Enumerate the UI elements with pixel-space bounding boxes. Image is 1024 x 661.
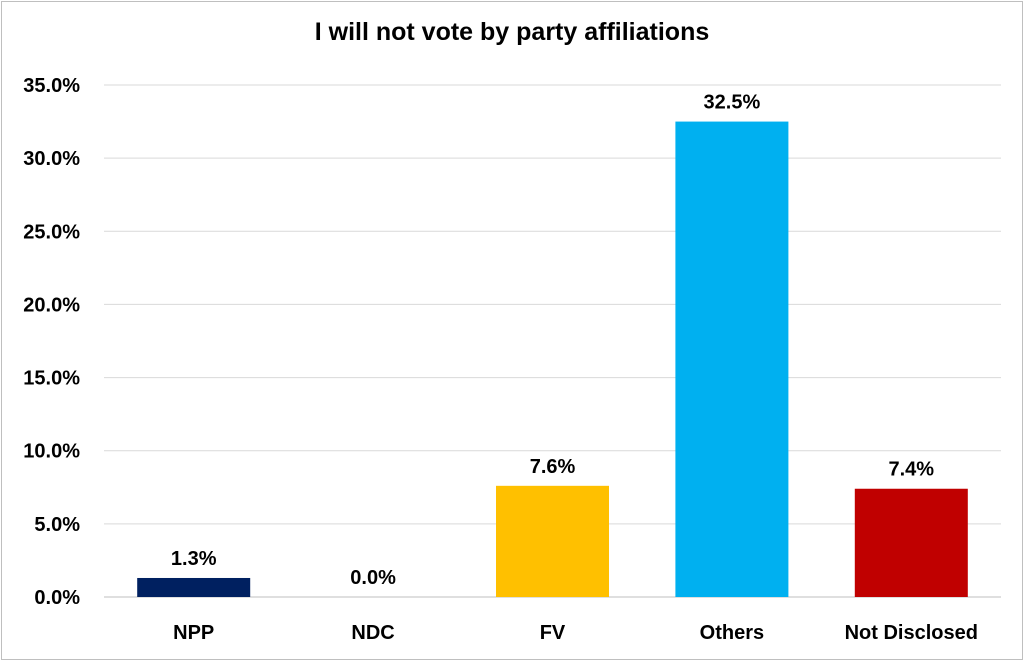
x-tick-label: Not Disclosed: [845, 622, 978, 644]
bar-fv: [496, 485, 609, 597]
data-label: 0.0%: [350, 567, 396, 589]
x-tick-label: FV: [540, 622, 566, 644]
y-tick-label: 35.0%: [23, 75, 80, 97]
y-tick-label: 15.0%: [23, 368, 80, 390]
y-tick-label: 20.0%: [23, 294, 80, 316]
y-tick-label: 5.0%: [34, 514, 80, 536]
x-tick-label: NPP: [173, 622, 214, 644]
gridlines: [104, 84, 1001, 598]
bar-not-disclosed: [854, 488, 968, 597]
x-tick-label: NDC: [351, 622, 394, 644]
data-label: 7.6%: [530, 456, 576, 478]
chart-title: I will not vote by party affiliations: [314, 18, 710, 46]
y-tick-label: 30.0%: [23, 148, 80, 170]
y-tick-label: 25.0%: [23, 221, 80, 243]
bars: [137, 121, 968, 598]
data-label: 7.4%: [889, 459, 935, 481]
bar-npp: [137, 577, 251, 597]
data-label: 1.3%: [171, 548, 217, 570]
y-tick-label: 0.0%: [34, 587, 80, 609]
x-tick-label: Others: [700, 622, 764, 644]
data-labels: 1.3% 0.0% 7.6% 32.5% 7.4%: [171, 92, 934, 589]
y-tick-label: 10.0%: [23, 441, 80, 463]
data-label: 32.5%: [704, 92, 761, 114]
x-axis-category-labels: NPP NDC FV Others Not Disclosed: [173, 622, 978, 644]
y-axis-tick-labels: 0.0% 5.0% 10.0% 15.0% 20.0% 25.0% 30.0% 35.0%: [23, 75, 80, 609]
bar-others: [675, 121, 789, 598]
